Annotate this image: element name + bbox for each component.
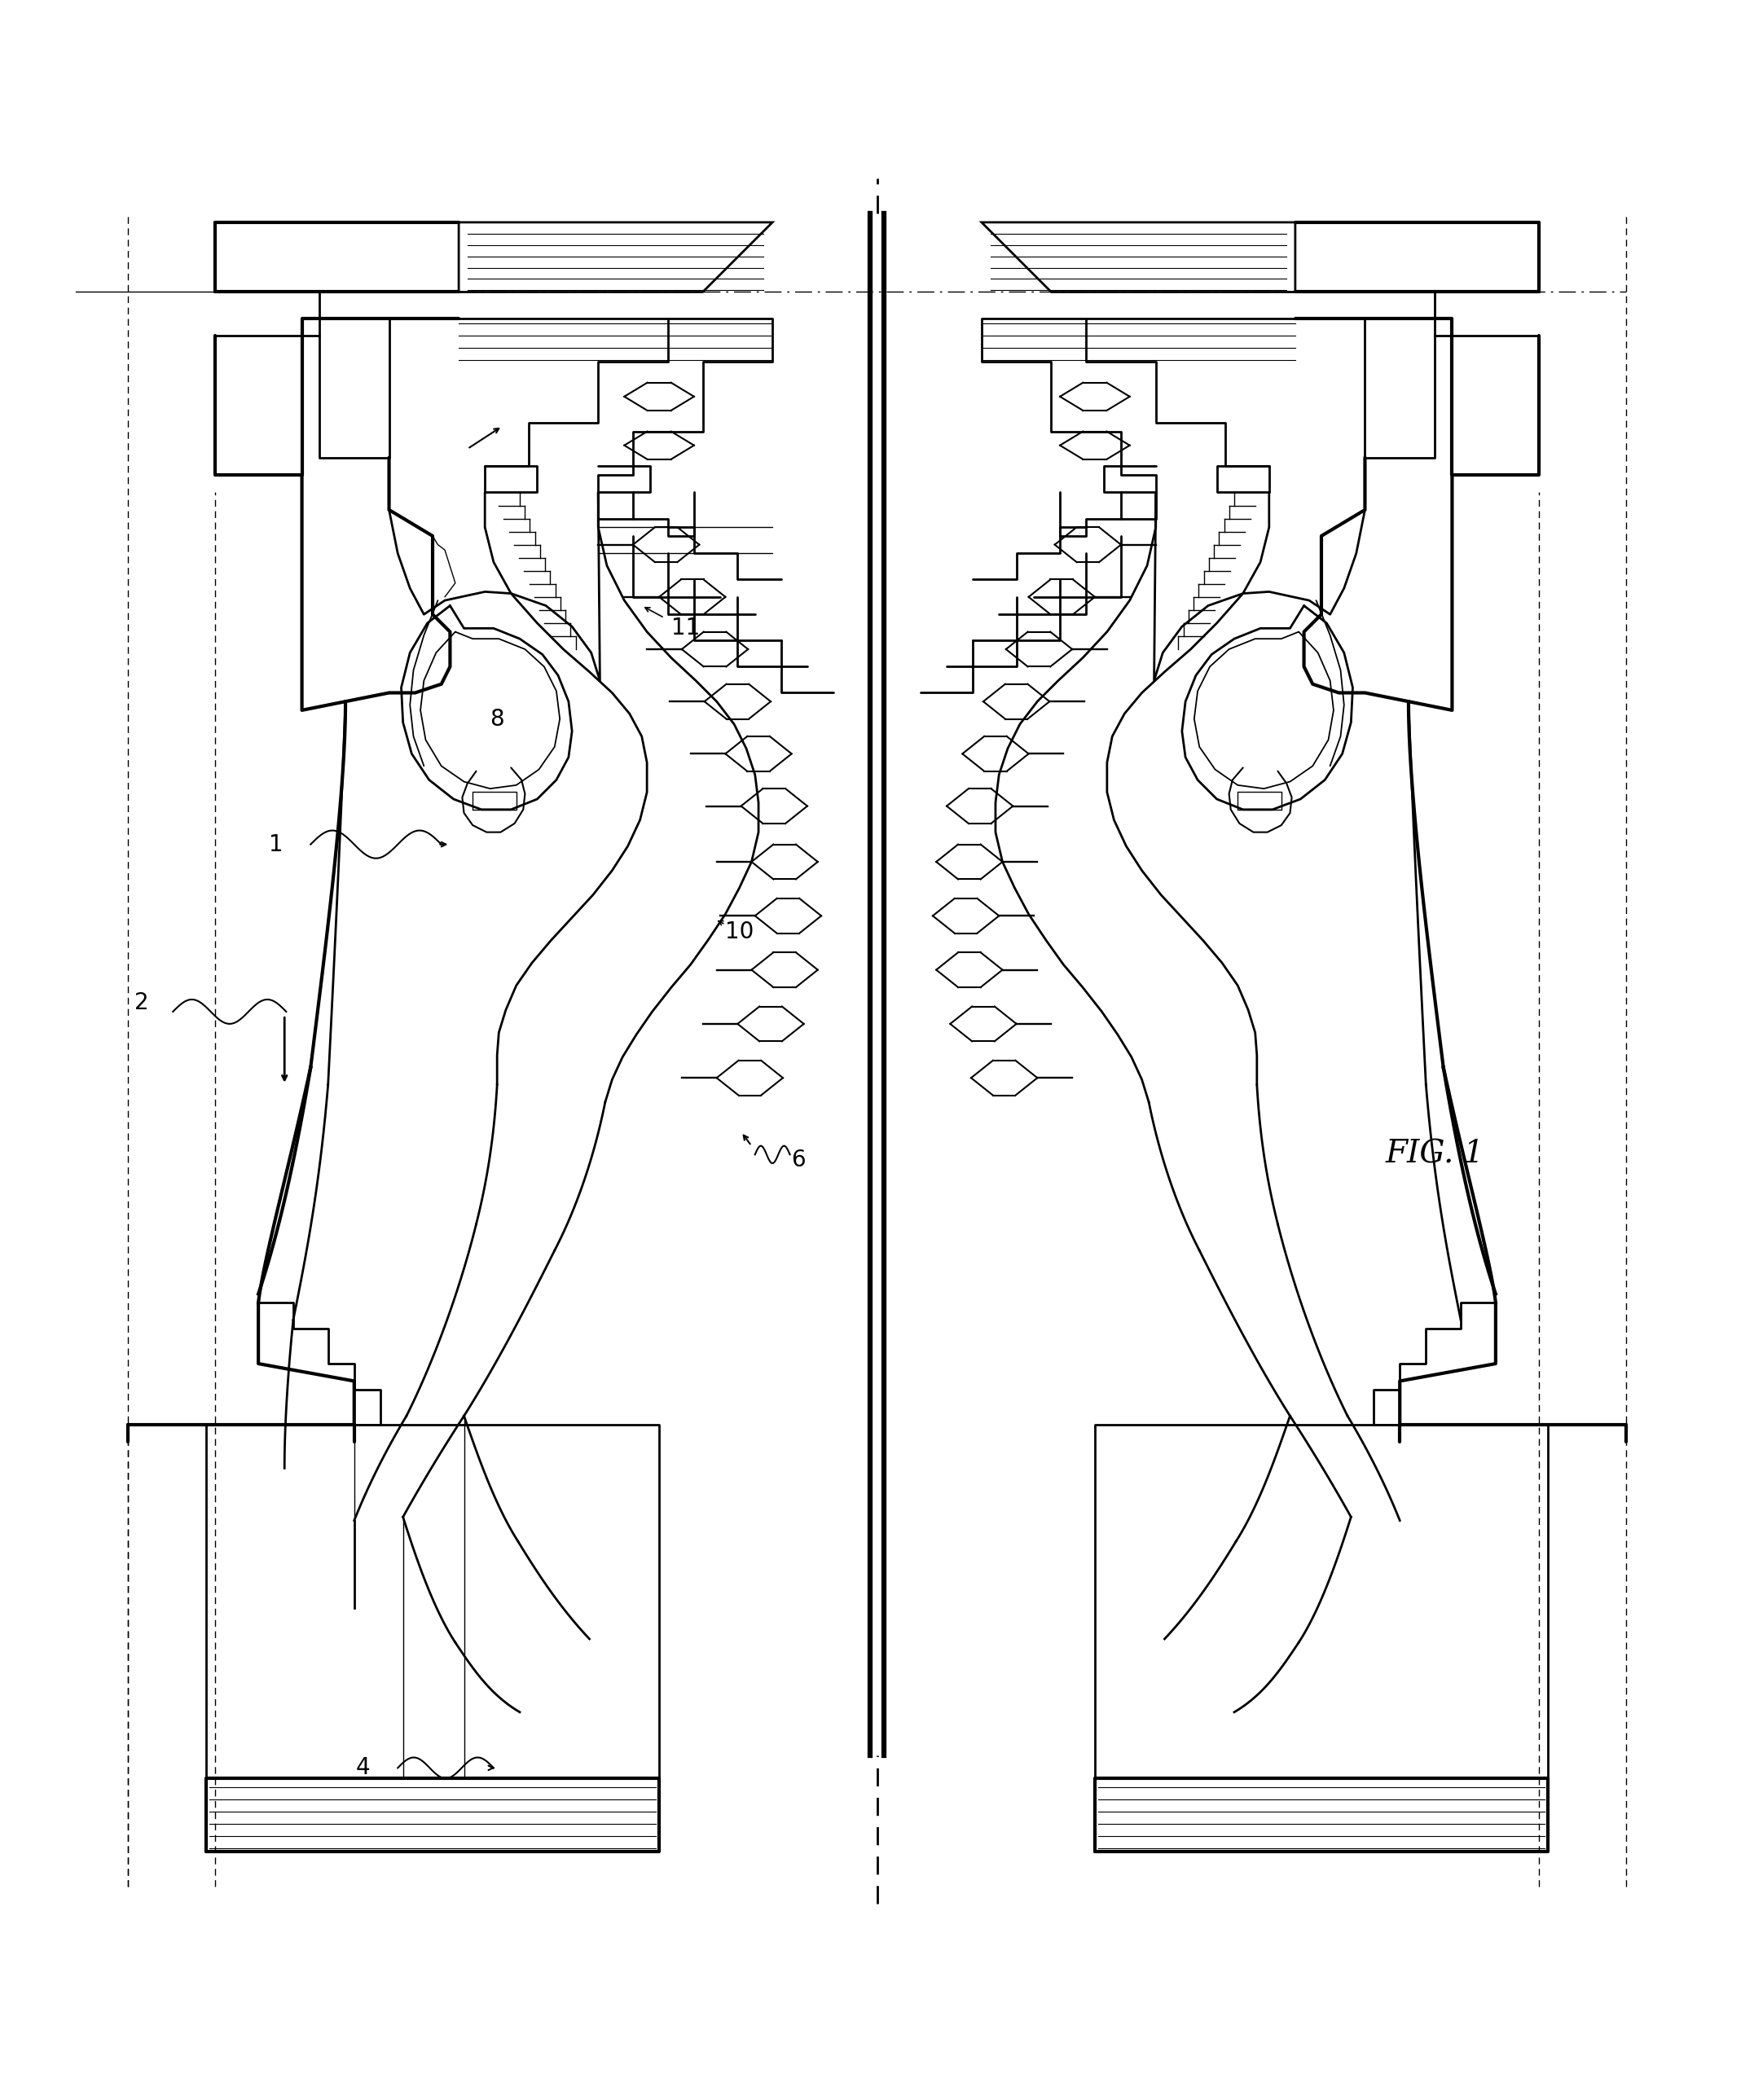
Text: 6: 6: [791, 1149, 805, 1172]
Text: 2: 2: [135, 991, 149, 1014]
Text: 8: 8: [489, 708, 503, 731]
Text: FIG. 1: FIG. 1: [1386, 1140, 1484, 1170]
Text: 1: 1: [268, 834, 282, 857]
Text: 10: 10: [726, 920, 754, 943]
Text: 4: 4: [356, 1756, 370, 1779]
Text: 11: 11: [672, 617, 700, 640]
